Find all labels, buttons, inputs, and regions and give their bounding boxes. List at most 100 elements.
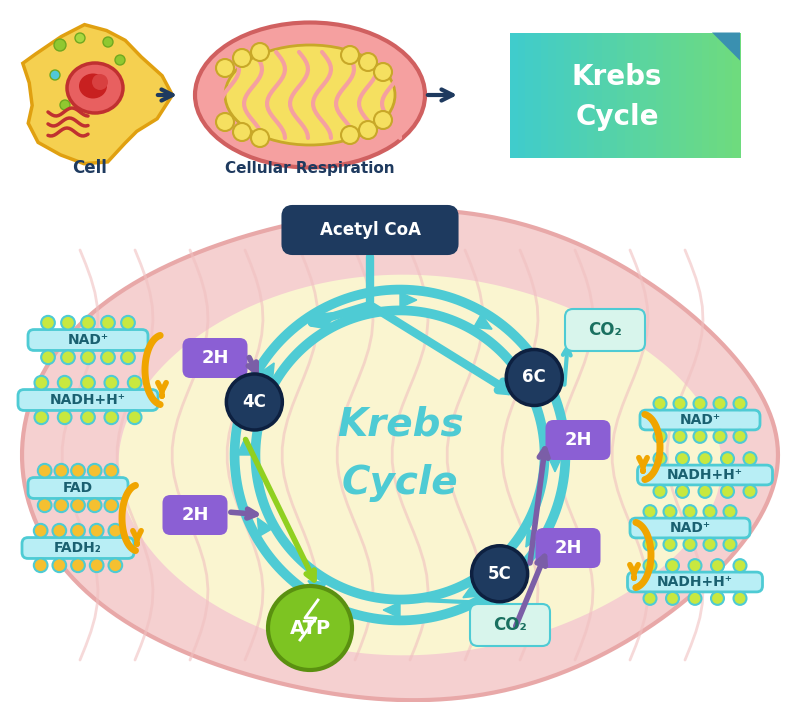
Text: 4C: 4C: [242, 393, 266, 411]
Circle shape: [54, 464, 68, 477]
Text: NAD⁺: NAD⁺: [670, 521, 710, 535]
Circle shape: [226, 374, 282, 430]
Bar: [633, 32, 642, 157]
Circle shape: [34, 559, 47, 572]
Text: Cycle: Cycle: [342, 464, 458, 502]
Circle shape: [61, 350, 75, 364]
Circle shape: [734, 559, 746, 572]
Text: NAD⁺: NAD⁺: [679, 413, 721, 427]
Circle shape: [721, 452, 734, 465]
Circle shape: [374, 111, 392, 129]
Text: 5C: 5C: [488, 564, 511, 583]
Ellipse shape: [79, 74, 107, 98]
FancyBboxPatch shape: [630, 518, 750, 538]
Circle shape: [359, 121, 377, 139]
Bar: [732, 32, 741, 157]
Text: 2H: 2H: [202, 349, 229, 367]
Circle shape: [58, 376, 71, 390]
Circle shape: [472, 545, 528, 602]
Bar: [579, 32, 588, 157]
FancyBboxPatch shape: [470, 604, 550, 646]
Text: FADH₂: FADH₂: [54, 541, 102, 555]
Text: NAD⁺: NAD⁺: [67, 333, 109, 347]
Polygon shape: [22, 210, 778, 700]
Bar: [518, 32, 526, 157]
Circle shape: [666, 592, 679, 605]
Circle shape: [128, 411, 142, 424]
Circle shape: [643, 559, 657, 572]
Circle shape: [251, 129, 269, 147]
Text: 2H: 2H: [554, 539, 582, 557]
Bar: [556, 32, 565, 157]
Polygon shape: [474, 314, 492, 329]
Bar: [678, 32, 687, 157]
Bar: [548, 32, 557, 157]
Bar: [663, 32, 672, 157]
FancyBboxPatch shape: [162, 495, 227, 535]
Circle shape: [734, 397, 746, 410]
Circle shape: [676, 452, 689, 465]
Polygon shape: [463, 583, 482, 597]
Circle shape: [689, 559, 702, 572]
Circle shape: [676, 485, 689, 498]
Bar: [610, 32, 618, 157]
Circle shape: [81, 350, 95, 364]
Circle shape: [251, 43, 269, 61]
Circle shape: [50, 70, 60, 80]
FancyBboxPatch shape: [182, 338, 247, 378]
Circle shape: [41, 350, 55, 364]
Bar: [618, 32, 626, 157]
Circle shape: [88, 498, 102, 512]
Circle shape: [711, 592, 724, 605]
FancyBboxPatch shape: [535, 528, 601, 568]
Circle shape: [714, 397, 726, 410]
Polygon shape: [308, 581, 326, 596]
Bar: [510, 32, 518, 157]
Circle shape: [654, 397, 666, 410]
Circle shape: [359, 53, 377, 71]
Circle shape: [666, 559, 679, 572]
Circle shape: [38, 498, 51, 512]
Polygon shape: [318, 312, 337, 327]
Circle shape: [34, 376, 48, 390]
Circle shape: [654, 452, 666, 465]
Polygon shape: [400, 292, 417, 307]
Bar: [725, 32, 734, 157]
Circle shape: [689, 592, 702, 605]
Polygon shape: [527, 373, 542, 392]
Circle shape: [54, 498, 68, 512]
Circle shape: [105, 464, 118, 477]
Ellipse shape: [67, 63, 123, 113]
Text: 6C: 6C: [522, 369, 546, 387]
Circle shape: [723, 538, 737, 551]
Bar: [625, 32, 634, 157]
Circle shape: [103, 37, 113, 47]
Bar: [571, 32, 580, 157]
Circle shape: [60, 100, 70, 110]
Text: Cycle: Cycle: [575, 103, 658, 131]
Bar: [710, 32, 718, 157]
Circle shape: [54, 39, 66, 51]
FancyBboxPatch shape: [546, 420, 610, 460]
Circle shape: [233, 123, 251, 141]
Circle shape: [109, 524, 122, 538]
Polygon shape: [238, 438, 253, 455]
Circle shape: [121, 316, 135, 329]
Circle shape: [58, 411, 71, 424]
Circle shape: [34, 411, 48, 424]
FancyBboxPatch shape: [18, 390, 158, 411]
Circle shape: [663, 505, 677, 518]
Bar: [564, 32, 572, 157]
Text: NADH+H⁺: NADH+H⁺: [50, 393, 126, 407]
Circle shape: [101, 316, 115, 329]
FancyBboxPatch shape: [627, 572, 762, 592]
Text: FAD: FAD: [63, 481, 93, 495]
Text: Cell: Cell: [73, 159, 107, 177]
Circle shape: [41, 316, 55, 329]
Circle shape: [683, 505, 697, 518]
FancyBboxPatch shape: [638, 465, 773, 485]
Polygon shape: [22, 25, 172, 164]
Circle shape: [71, 464, 85, 477]
Circle shape: [38, 464, 51, 477]
FancyBboxPatch shape: [282, 206, 458, 254]
